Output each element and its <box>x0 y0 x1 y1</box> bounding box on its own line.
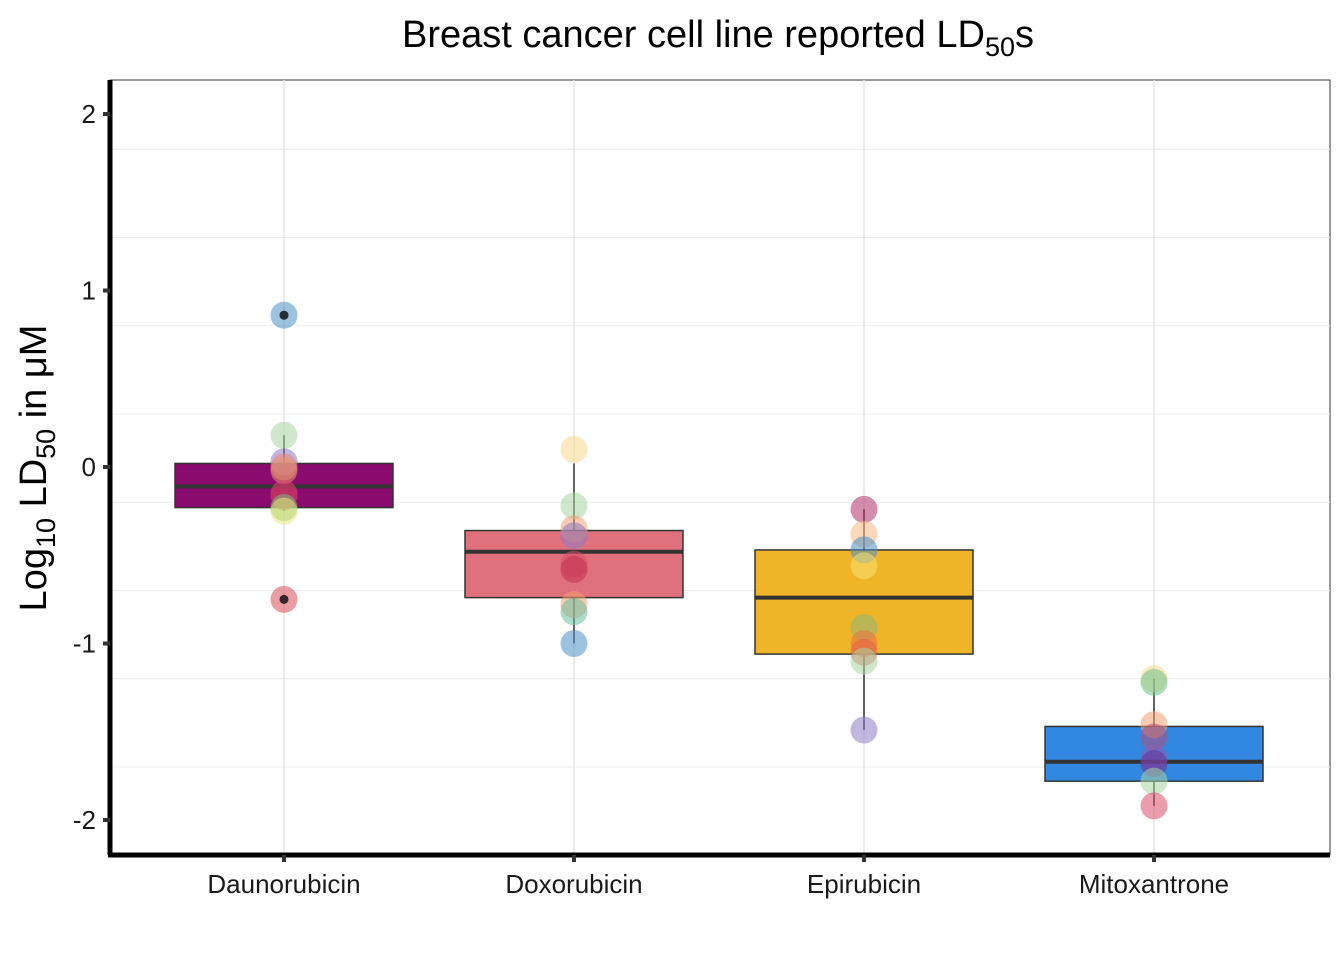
data-point <box>560 630 588 657</box>
data-point <box>270 497 298 525</box>
data-point <box>850 552 878 580</box>
y-axis-label: Log10 LD50 in μM <box>13 325 61 612</box>
x-tick-label: Daunorubicin <box>207 869 360 899</box>
plot-area: -2 -1 0 1 2 Daunorubicin Doxorubicin Epirubicin… <box>73 79 1331 899</box>
data-point <box>1140 668 1168 696</box>
data-point <box>850 495 878 523</box>
data-point <box>850 716 878 744</box>
y-tick-label: 2 <box>82 99 96 129</box>
x-tick-label: Epirubicin <box>807 869 921 899</box>
y-tick-label: -1 <box>73 629 96 659</box>
data-point <box>270 457 298 485</box>
x-tick-label: Mitoxantrone <box>1079 869 1229 899</box>
data-point <box>560 492 588 520</box>
data-point <box>560 435 588 463</box>
data-point <box>560 555 588 583</box>
data-point <box>270 421 298 449</box>
y-tick-label: 0 <box>82 452 96 482</box>
data-point <box>1140 723 1168 751</box>
y-tick-label: -2 <box>73 805 96 835</box>
data-point <box>850 647 878 675</box>
box-outlier-dot <box>279 594 289 604</box>
y-tick-label: 1 <box>82 276 96 306</box>
data-point <box>560 522 588 550</box>
chart-title: Breast cancer cell line reported LD50s <box>402 14 1034 62</box>
x-tick-label: Doxorubicin <box>505 869 642 899</box>
box-outlier-dot <box>279 310 289 320</box>
data-point <box>1140 792 1168 820</box>
data-point <box>560 598 588 626</box>
data-point <box>1140 767 1168 795</box>
